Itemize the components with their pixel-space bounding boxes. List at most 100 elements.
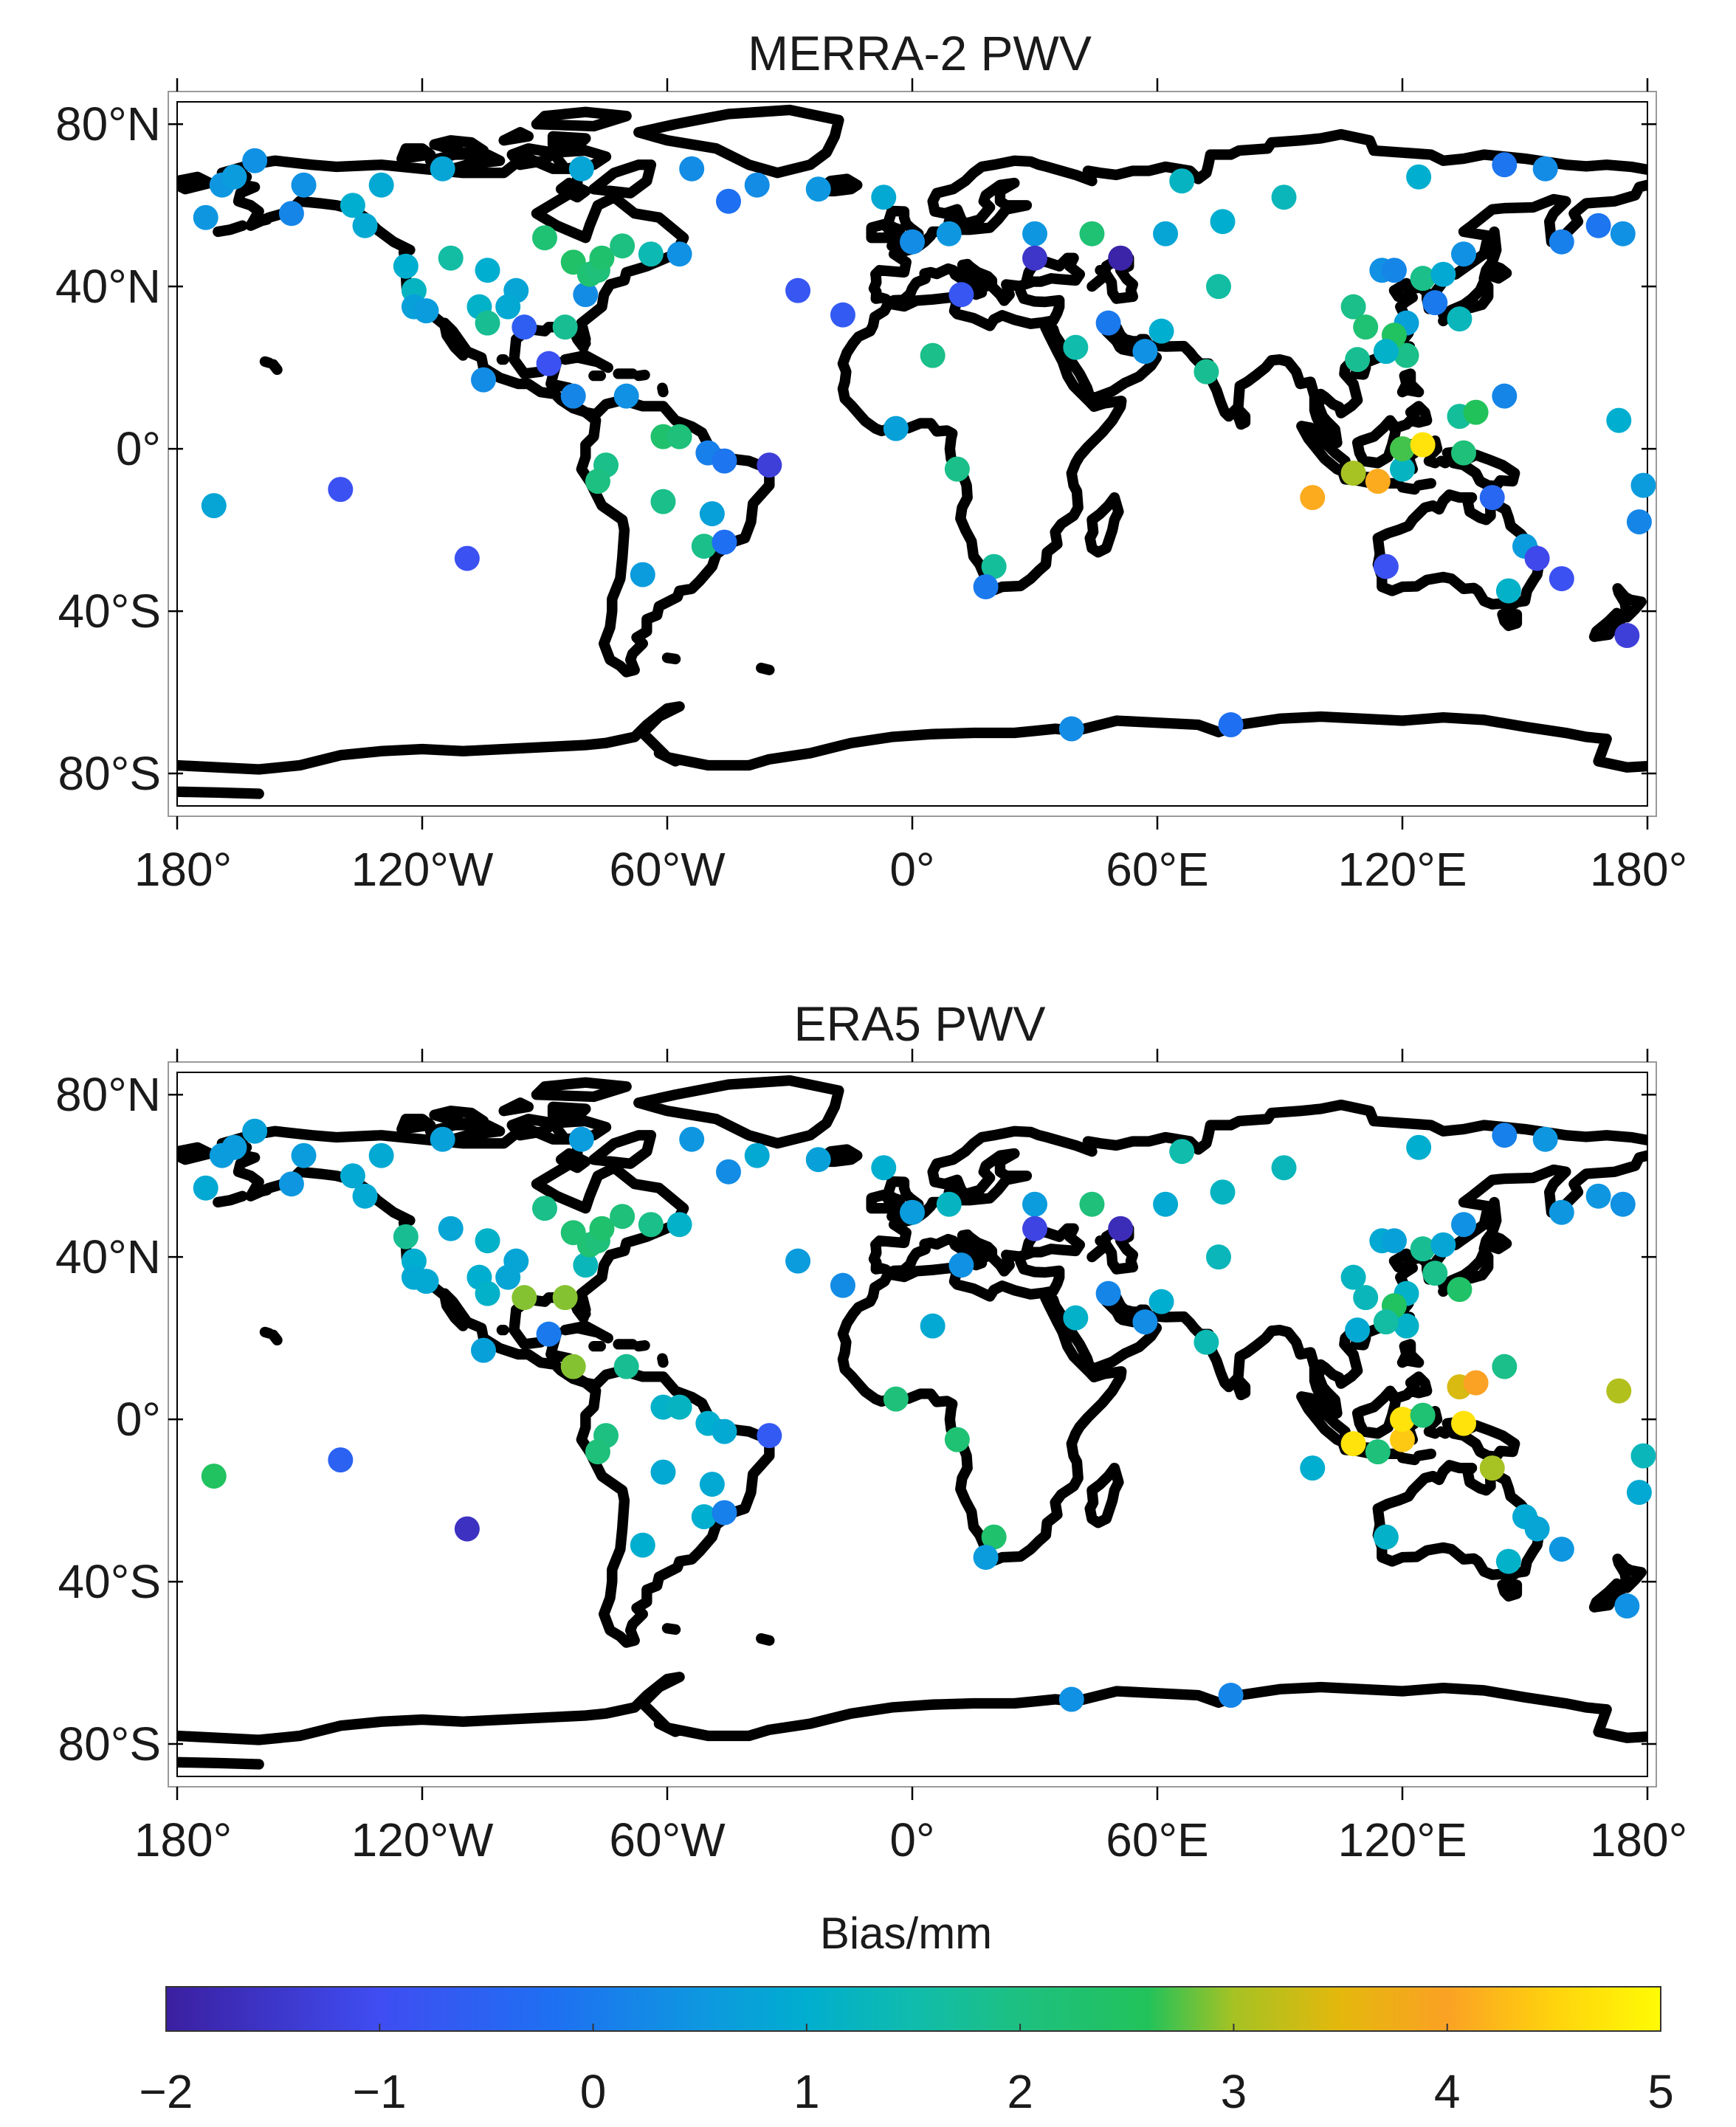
station-marker (1353, 1285, 1379, 1311)
station-marker (936, 1191, 962, 1217)
station-marker (1463, 399, 1489, 425)
station-marker (512, 314, 537, 340)
station-marker (1410, 432, 1436, 458)
station-marker (1022, 1191, 1047, 1217)
station-marker (1373, 1524, 1399, 1550)
station-marker (712, 529, 737, 555)
station-markers (193, 148, 1656, 742)
station-marker (1194, 359, 1219, 385)
station-marker (1373, 1309, 1399, 1335)
station-marker (1079, 1191, 1105, 1217)
station-marker (1108, 245, 1134, 271)
station-marker (1451, 241, 1476, 267)
station-marker (883, 1386, 909, 1412)
station-marker (1063, 1305, 1089, 1331)
station-marker (242, 1118, 268, 1144)
station-marker (638, 241, 664, 267)
station-marker (495, 294, 521, 320)
station-marker (393, 1224, 418, 1249)
colorbar-tick-label: −2 (140, 2065, 193, 2118)
station-marker (1365, 1439, 1391, 1465)
station-marker (1194, 1329, 1219, 1355)
station-marker (1524, 1516, 1550, 1542)
station-marker (1549, 229, 1574, 255)
station-marker (552, 314, 578, 340)
station-marker (512, 1285, 537, 1311)
station-marker (1108, 1216, 1134, 1241)
lon-tick-label: 60°E (1106, 843, 1208, 896)
lon-tick-label: 180° (1590, 1813, 1687, 1866)
station-marker (973, 1545, 999, 1571)
station-marker (1300, 1455, 1326, 1481)
station-marker (1495, 1548, 1521, 1574)
station-marker (650, 489, 676, 514)
station-marker (1153, 1191, 1179, 1217)
lat-tick-label: 40°N (55, 260, 161, 313)
station-marker (1422, 290, 1448, 316)
station-marker (413, 298, 439, 324)
station-marker (613, 1354, 639, 1379)
colorbar-tick-label: 2 (1007, 2065, 1033, 2118)
lon-tick-label: 120°E (1337, 1813, 1467, 1866)
station-marker (585, 1439, 610, 1465)
station-marker (830, 302, 855, 328)
station-marker (1169, 1139, 1195, 1165)
station-marker (699, 501, 725, 527)
lat-tick-label: 80°S (58, 747, 161, 800)
station-marker (712, 1500, 737, 1526)
station-marker (805, 1147, 831, 1173)
station-marker (471, 1337, 496, 1363)
station-marker (573, 1252, 599, 1278)
station-marker (352, 213, 378, 238)
station-marker (1430, 261, 1456, 287)
station-marker (1148, 1289, 1174, 1314)
station-marker (666, 241, 692, 267)
station-marker (948, 282, 974, 308)
station-marker (610, 233, 636, 259)
station-marker (1022, 1216, 1047, 1241)
station-marker (1340, 1431, 1366, 1457)
station-marker (1549, 1199, 1574, 1225)
station-marker (1153, 221, 1179, 247)
station-marker (585, 469, 610, 494)
station-marker (1058, 716, 1084, 742)
lon-tick-label: 180° (1590, 843, 1687, 896)
station-marker (1271, 1155, 1297, 1181)
station-marker (368, 1142, 394, 1168)
station-marker (475, 258, 500, 283)
station-marker (920, 1313, 946, 1339)
station-marker (1169, 168, 1195, 194)
station-marker (193, 1175, 218, 1201)
station-marker (201, 493, 227, 519)
station-marker (1218, 1683, 1244, 1709)
station-marker (944, 456, 970, 482)
station-marker (340, 193, 365, 218)
station-marker (1058, 1686, 1084, 1712)
station-marker (1095, 1280, 1121, 1306)
map-frame (176, 1072, 1648, 1777)
station-marker (1447, 1277, 1472, 1303)
station-marker (630, 562, 655, 587)
lon-tick-label: 180° (134, 1813, 232, 1866)
station-marker (201, 1464, 227, 1489)
station-marker (610, 1204, 636, 1230)
station-marker (438, 1216, 464, 1241)
station-marker (1390, 436, 1415, 462)
station-marker (1079, 221, 1105, 247)
lat-tick-label: 80°S (58, 1717, 161, 1771)
station-marker (368, 172, 394, 198)
station-marker (291, 172, 317, 198)
station-marker (1381, 1228, 1407, 1254)
colorbar: Bias/mm −2 −1 0 1 2 3 4 5 (140, 1909, 1674, 2118)
lon-tick-label: 60°W (609, 843, 726, 896)
station-marker (1365, 469, 1391, 494)
station-marker (1300, 485, 1326, 511)
lat-tick-label: 0° (116, 422, 161, 475)
station-marker (1132, 1309, 1158, 1335)
station-marker (1206, 274, 1231, 300)
station-marker (900, 229, 925, 255)
lon-tick-label: 120°E (1337, 843, 1467, 896)
station-marker (1148, 318, 1174, 344)
colorbar-tick-label: 3 (1221, 2065, 1247, 2118)
